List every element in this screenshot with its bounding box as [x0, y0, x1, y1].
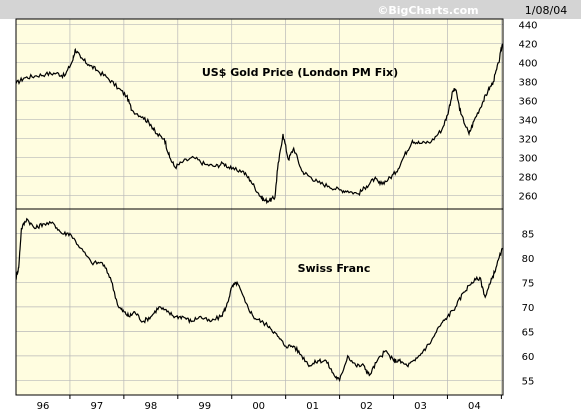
bottom-axis-area	[0, 395, 581, 414]
y-tick-label: 65	[522, 327, 535, 338]
title-swiss-franc: Swiss Franc	[298, 262, 371, 275]
date-text: 1/08/04	[525, 4, 567, 17]
y-tick-label: 280	[518, 173, 537, 184]
y-tick-label: 85	[522, 229, 535, 240]
header-bar	[0, 0, 581, 19]
title-gold-price: US$ Gold Price (London PM Fix)	[202, 66, 398, 79]
y-tick-label: 380	[518, 78, 537, 89]
y-tick-label: 55	[522, 376, 535, 387]
series-swiss-franc-line	[15, 217, 503, 383]
x-tick-label: 01	[306, 401, 319, 412]
y-tick-label: 300	[518, 154, 537, 165]
x-tick-label: 98	[144, 401, 157, 412]
x-tick-label: 00	[252, 401, 265, 412]
x-tick-label: 02	[360, 401, 373, 412]
y-tick-label: 260	[518, 192, 537, 203]
plot-area-bottom	[16, 209, 503, 395]
y-tick-label: 75	[522, 278, 535, 289]
y-tick-label: 360	[518, 97, 537, 108]
y-tick-label: 80	[522, 254, 535, 265]
y-tick-label: 60	[522, 352, 535, 363]
y-tick-label: 400	[518, 59, 537, 70]
x-tick-label: 04	[468, 401, 481, 412]
x-tick-label: 96	[37, 401, 50, 412]
y-tick-label: 440	[518, 21, 537, 32]
x-axis-ticks: 96 97 98 99 00 01 02 03 04	[37, 395, 502, 412]
x-tick-label: 97	[91, 401, 104, 412]
y-tick-label: 70	[522, 303, 535, 314]
plot-area-top	[16, 19, 503, 209]
y-tick-label: 340	[518, 116, 537, 127]
right-axis-area	[503, 19, 581, 395]
x-tick-label: 99	[198, 401, 211, 412]
series-gold-price-line	[15, 43, 504, 205]
y-axis-ticks-bottom: 55 60 65 70 75 80 85	[522, 229, 535, 387]
grid-bottom	[16, 209, 503, 395]
y-tick-label: 320	[518, 135, 537, 146]
y-axis-ticks-top: 260 280 300 320 340 360 380 400 420 440	[518, 21, 537, 203]
copyright-text: ©BigCharts.com	[377, 4, 478, 17]
y-tick-label: 420	[518, 40, 537, 51]
x-tick-label: 03	[414, 401, 427, 412]
frame	[15, 18, 504, 396]
